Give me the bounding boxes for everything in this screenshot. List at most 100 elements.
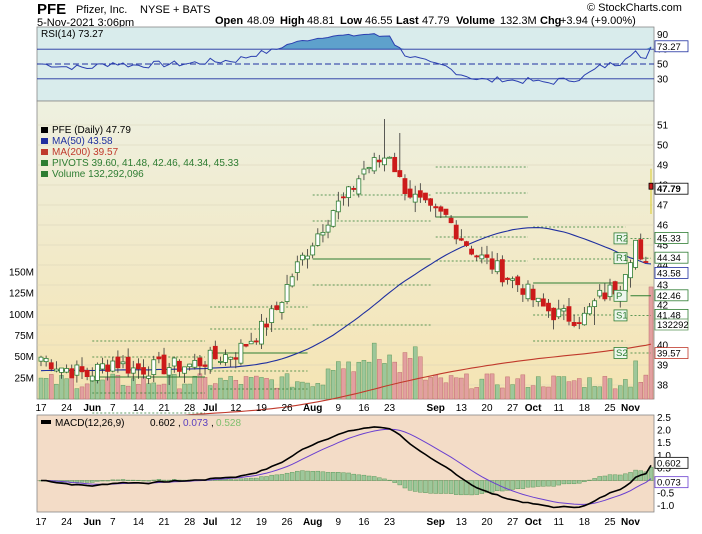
macd-histogram-bar <box>387 479 392 481</box>
price-tick-label: 43 <box>657 281 669 292</box>
candle-body <box>453 224 459 240</box>
macd-histogram-bar <box>423 480 428 494</box>
legend-swatch <box>41 149 48 155</box>
candle-body <box>643 261 649 263</box>
macd-histogram-bar <box>284 472 290 481</box>
x-axis-label: 17 <box>35 403 47 414</box>
candle-body <box>79 366 85 373</box>
macd-histogram-bar <box>643 471 649 481</box>
volume-bar <box>638 382 643 400</box>
candle-body <box>253 340 259 343</box>
price-tick-label: 47 <box>657 201 669 212</box>
volume-bar <box>489 373 495 400</box>
macd-histogram-bar <box>336 472 341 481</box>
macd-histogram-bar <box>279 474 285 481</box>
pivot-tag <box>613 232 628 245</box>
volume-bar <box>59 375 64 400</box>
pivot-tag <box>613 252 628 265</box>
macd-histogram-bar <box>525 480 531 488</box>
macd-histogram-bar <box>607 474 613 481</box>
volume-bar <box>341 368 346 400</box>
volume-bar <box>284 373 290 400</box>
candle-body <box>233 357 239 360</box>
macd-histogram-bar <box>571 480 577 485</box>
exchange-name: NYSE + BATS <box>140 4 210 16</box>
rsi-panel: 90705030 RSI(14) 73.27 73.27 <box>36 26 689 102</box>
candle-body <box>300 254 305 261</box>
macd-histogram-bar <box>602 475 608 481</box>
price-panel-background <box>36 100 655 400</box>
candle-body <box>540 298 546 307</box>
candle-body <box>218 361 223 363</box>
volume-bar <box>361 360 367 400</box>
volume-bar <box>300 381 305 400</box>
candle-body <box>115 356 121 369</box>
volume-bar <box>423 379 428 400</box>
candle-body <box>305 255 310 260</box>
x-axis-label: 27 <box>507 517 519 528</box>
price-value-tag <box>654 289 689 302</box>
candle-body <box>535 297 541 302</box>
candle-body <box>69 368 75 379</box>
x-axis-label: 9 <box>336 517 342 528</box>
volume-tick-label: 75M <box>15 331 34 342</box>
macd-histogram-bar <box>146 480 151 482</box>
pivot-tag <box>613 309 628 322</box>
candle-body <box>274 305 280 310</box>
volume-bar <box>587 377 592 400</box>
candle-body <box>505 277 510 280</box>
candle-body <box>151 359 157 375</box>
rsi-line <box>40 33 652 85</box>
volume-bar <box>213 383 218 400</box>
volume-bar <box>582 387 587 400</box>
candle-body <box>361 168 367 175</box>
x-axis-label: 21 <box>158 517 170 528</box>
candle-body <box>284 284 290 302</box>
quote-volume-label: Volume <box>456 15 495 27</box>
candle-body <box>310 245 316 256</box>
quote-open: 48.09 <box>247 15 275 27</box>
volume-tick-label: 125M <box>9 289 34 300</box>
candle-body <box>515 276 521 286</box>
volume-bar <box>151 382 157 400</box>
macd-histogram-bar <box>448 480 454 494</box>
volume-bar <box>469 388 474 400</box>
candle-body <box>94 363 100 381</box>
candle-body <box>628 262 633 279</box>
price-value-tag <box>654 182 689 195</box>
volume-bar <box>218 377 223 400</box>
candle-body <box>489 258 495 270</box>
volume-bar <box>192 375 198 400</box>
legend-swatch <box>41 160 48 166</box>
candle-body <box>525 283 531 300</box>
candle-body <box>330 210 336 227</box>
volume-tick-label: 50M <box>15 352 34 363</box>
macd-histogram-bar <box>141 480 146 482</box>
macd-tick-label: 2.5 <box>657 413 671 424</box>
volume-bar <box>443 382 449 400</box>
macd-histogram-bar <box>556 480 561 486</box>
candle-body <box>279 302 285 313</box>
candle-body <box>622 274 628 293</box>
candle-body <box>602 292 608 300</box>
x-axis-label: 19 <box>256 403 268 414</box>
volume-bar <box>131 378 136 400</box>
macd-histogram-bar <box>79 480 85 483</box>
candle-body <box>320 231 326 236</box>
candle-body <box>264 323 269 328</box>
price-value-tag-text: 43.58 <box>657 268 681 279</box>
candle-body <box>402 178 408 195</box>
volume-bar <box>428 377 433 400</box>
macd-histogram-bar <box>412 480 418 492</box>
x-axis-label: 11 <box>554 517 565 528</box>
quote-high: 48.81 <box>307 15 335 27</box>
volume-bar <box>459 377 464 400</box>
candle-body <box>407 188 413 198</box>
macd-histogram-bar <box>494 480 500 492</box>
macd-histogram-bar <box>151 479 157 481</box>
volume-bar <box>479 378 485 400</box>
candle-body <box>571 322 577 326</box>
svg-text:,: , <box>211 418 214 429</box>
